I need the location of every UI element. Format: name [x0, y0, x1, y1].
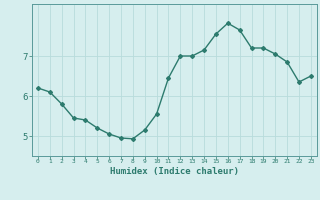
X-axis label: Humidex (Indice chaleur): Humidex (Indice chaleur): [110, 167, 239, 176]
